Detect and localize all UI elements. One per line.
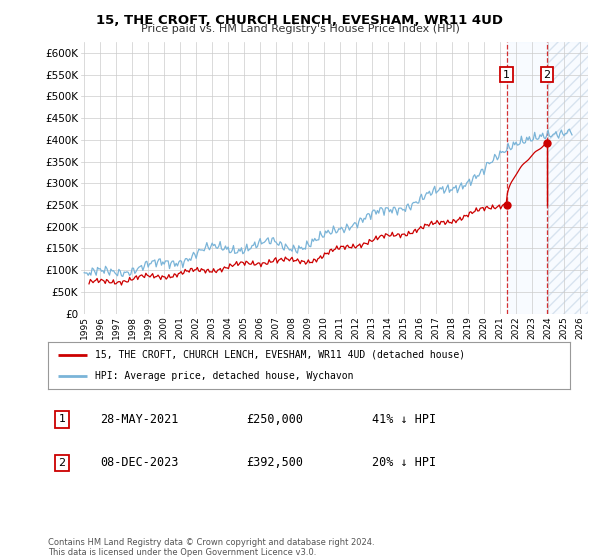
Text: Contains HM Land Registry data © Crown copyright and database right 2024.
This d: Contains HM Land Registry data © Crown c… <box>48 538 374 557</box>
Bar <box>547 42 588 314</box>
Text: 2: 2 <box>544 69 550 80</box>
Text: HPI: Average price, detached house, Wychavon: HPI: Average price, detached house, Wych… <box>95 371 353 381</box>
Text: £250,000: £250,000 <box>247 413 304 426</box>
Bar <box>547 42 588 314</box>
Text: 1: 1 <box>503 69 510 80</box>
Text: £392,500: £392,500 <box>247 456 304 469</box>
Bar <box>506 42 547 314</box>
Text: 15, THE CROFT, CHURCH LENCH, EVESHAM, WR11 4UD (detached house): 15, THE CROFT, CHURCH LENCH, EVESHAM, WR… <box>95 350 465 360</box>
Text: 28-MAY-2021: 28-MAY-2021 <box>100 413 179 426</box>
Text: 2: 2 <box>58 458 65 468</box>
Text: Price paid vs. HM Land Registry's House Price Index (HPI): Price paid vs. HM Land Registry's House … <box>140 24 460 34</box>
Text: 41% ↓ HPI: 41% ↓ HPI <box>371 413 436 426</box>
Text: 1: 1 <box>58 414 65 424</box>
Text: 08-DEC-2023: 08-DEC-2023 <box>100 456 179 469</box>
Text: 15, THE CROFT, CHURCH LENCH, EVESHAM, WR11 4UD: 15, THE CROFT, CHURCH LENCH, EVESHAM, WR… <box>97 14 503 27</box>
Text: 20% ↓ HPI: 20% ↓ HPI <box>371 456 436 469</box>
